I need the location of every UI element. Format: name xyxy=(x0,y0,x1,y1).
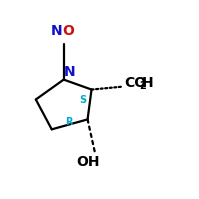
Text: CO: CO xyxy=(124,76,146,90)
Text: N: N xyxy=(51,24,63,38)
Text: O: O xyxy=(63,24,75,38)
Text: OH: OH xyxy=(76,155,99,169)
Text: R: R xyxy=(65,117,72,127)
Text: N: N xyxy=(64,65,75,79)
Text: 2: 2 xyxy=(139,81,146,91)
Text: H: H xyxy=(142,76,153,90)
Text: S: S xyxy=(79,96,86,105)
